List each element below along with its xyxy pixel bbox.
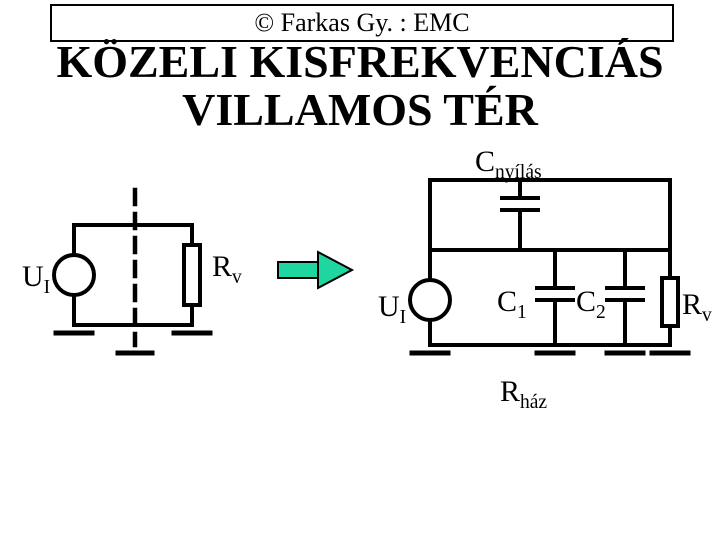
circuit-diagram xyxy=(0,0,720,540)
